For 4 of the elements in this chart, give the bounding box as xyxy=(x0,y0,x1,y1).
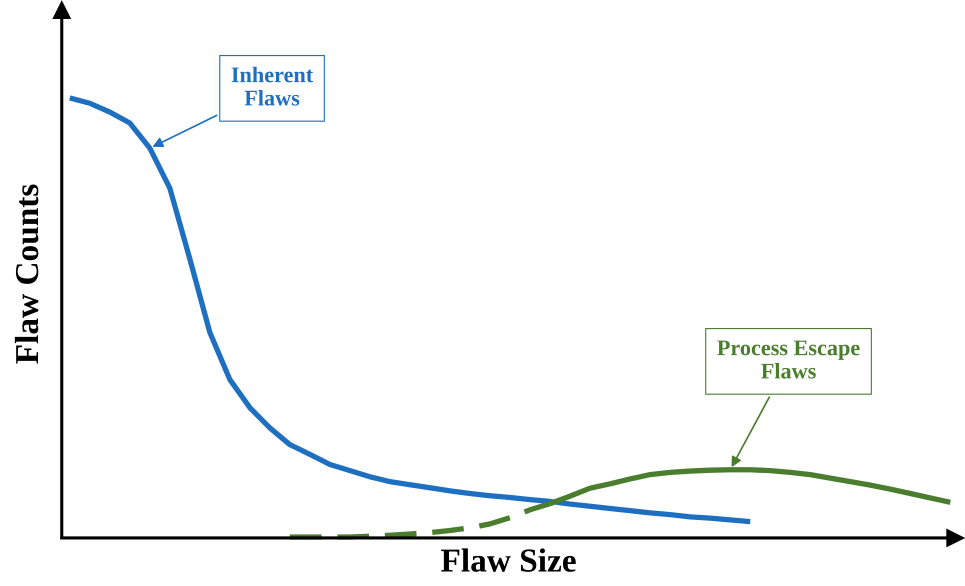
x-axis-title: Flaw Size xyxy=(441,548,576,572)
annotation: Inherent Flaws xyxy=(232,66,314,106)
y-axis-title: Flaw Counts xyxy=(14,184,38,364)
annotation: Process Escape Flaws xyxy=(717,340,860,379)
